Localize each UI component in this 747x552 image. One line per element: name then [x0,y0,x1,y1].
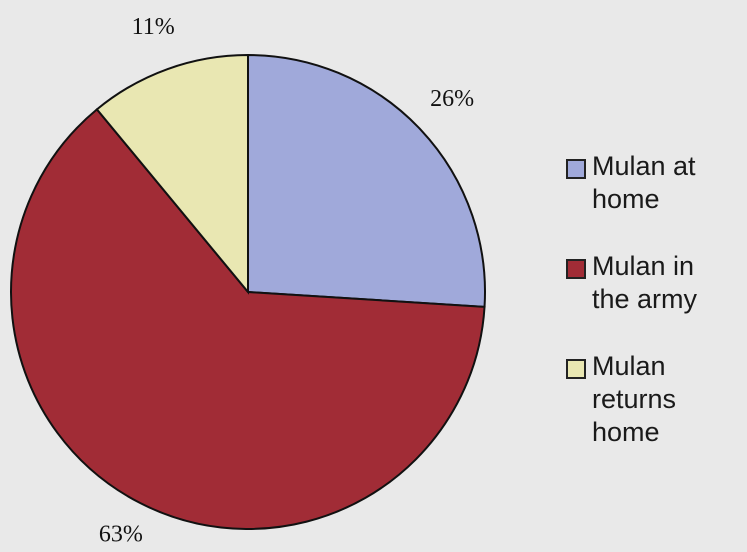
legend-item: Mulan in the army [566,250,741,316]
legend-label: Mulan in the army [592,251,698,314]
legend-swatch [566,359,586,379]
pie-slice [95,53,249,295]
legend-item: Mulan returns home [566,350,741,449]
data-label: 11% [132,14,175,40]
legend-swatch [566,259,586,279]
legend-label: Mulan at home [592,151,696,214]
data-label: 63% [99,522,143,548]
legend-item: Mulan at home [566,150,741,216]
data-label: 26% [430,86,474,112]
legend-label: Mulan returns home [592,351,677,447]
pie-slice [10,107,486,530]
legend: Mulan at home Mulan in the army Mulan retu… [566,150,741,483]
pie-slice [247,53,486,308]
legend-swatch [566,159,586,179]
